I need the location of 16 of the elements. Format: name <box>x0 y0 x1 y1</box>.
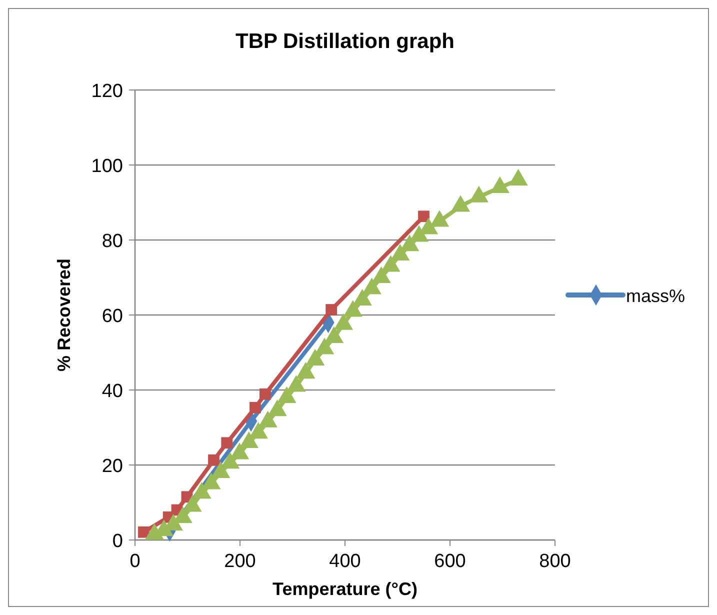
x-tick-label: 0 <box>130 551 140 572</box>
y-tick-label: 80 <box>102 231 123 252</box>
legend-label: mass% <box>626 286 686 306</box>
y-tick-label: 40 <box>102 381 123 402</box>
x-tick-label: 400 <box>329 551 361 572</box>
y-tick-label: 100 <box>91 156 123 177</box>
x-tick-label: 600 <box>434 551 466 572</box>
y-tick-label: 120 <box>91 81 123 102</box>
y-tick-label: 0 <box>112 531 123 552</box>
y-tick-label: 20 <box>102 456 123 477</box>
x-axis-title: Temperature (°C) <box>272 579 418 599</box>
y-tick-label: 60 <box>102 306 123 327</box>
chart-title: TBP Distillation graph <box>236 30 454 53</box>
x-tick-label: 200 <box>224 551 256 572</box>
y-axis-title: % Recovered <box>54 258 74 372</box>
x-tick-label: 800 <box>539 551 571 572</box>
